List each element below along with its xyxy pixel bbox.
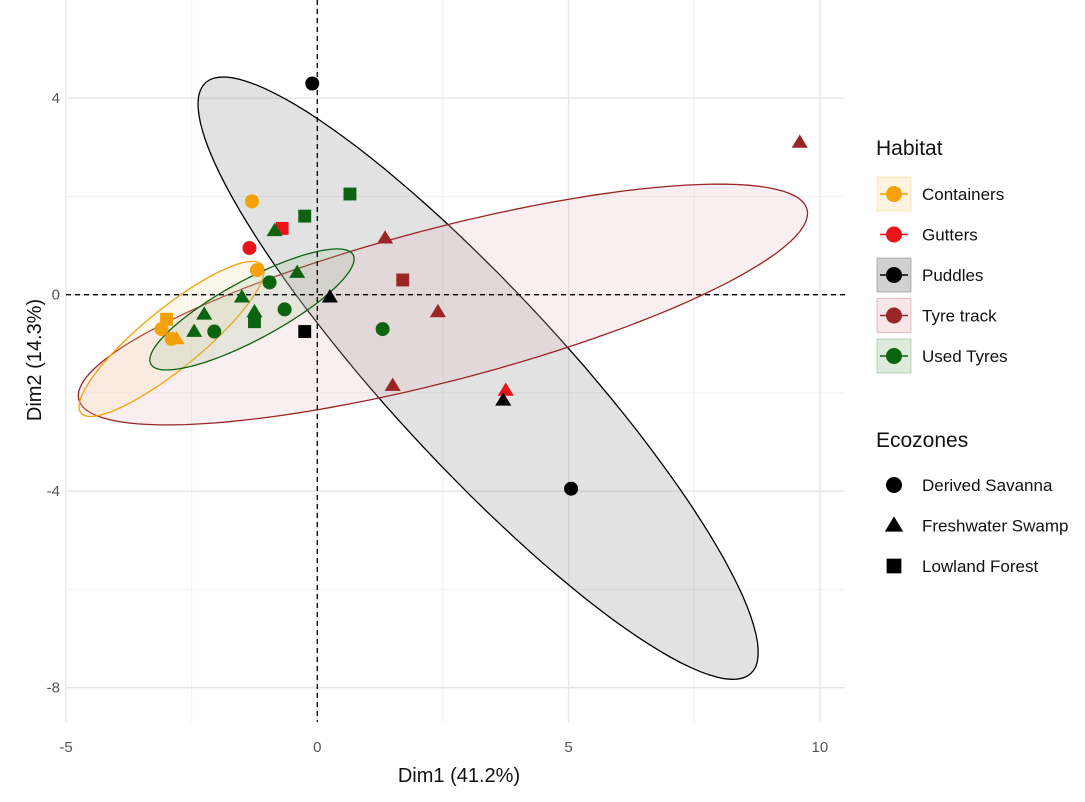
point-used-tyres-circle [375,322,390,337]
point-used-tyres-triangle [289,264,306,278]
ellipse-puddles [197,76,759,680]
ecozone-legend-marker-triangle [884,516,904,532]
x-tick-label: -5 [59,739,72,756]
habitat-legend-marker [886,226,902,243]
point-tyre-track-triangle [429,303,446,318]
point-used-tyres-circle [277,302,292,317]
tick-labels: -5 0 5 10 -8 -4 0 4 [47,90,829,756]
habitat-legend-label: Puddles [922,266,983,285]
habitat-legend-key [876,298,912,333]
point-puddles-square [298,325,312,338]
point-used-tyres-square [298,209,312,223]
habitat-legend-key [876,176,912,212]
habitat-legend: Habitat Containers Gutters Puddles Tyre tra… [876,137,1008,374]
point-containers-circle [244,194,259,209]
ecozone-legend-label: Derived Savanna [922,476,1053,495]
habitat-legend-key [880,226,908,243]
point-gutters-circle [242,241,257,256]
habitat-legend-key [876,338,912,374]
y-tick-label: 4 [52,90,60,107]
ecozone-legend-title: Ecozones [876,429,968,452]
ecozone-legend-label: Freshwater Swamp [922,517,1068,536]
point-used-tyres-triangle [266,222,283,237]
point-used-tyres-triangle [246,303,263,318]
ecozone-legend-items: Derived Savanna Freshwater Swamp Lowland F… [884,476,1068,576]
habitat-legend-label: Tyre track [922,307,997,326]
y-tick-label: 0 [52,287,60,304]
point-puddles-triangle [495,392,512,406]
point-puddles-circle [564,481,579,496]
habitat-legend-marker [886,307,902,324]
point-tyre-track-square [396,273,410,287]
point-used-tyres-triangle [196,306,213,320]
point-used-tyres-square [248,315,261,329]
data-points [154,76,808,496]
y-axis-title: Dim2 (14.3%) [24,299,46,421]
point-tyre-track-triangle [377,230,394,244]
point-used-tyres-circle [207,324,222,339]
habitat-legend-key [876,257,912,293]
x-tick-label: 5 [564,739,572,756]
habitat-legend-marker [886,267,902,283]
reference-lines [66,0,845,722]
x-axis-title: Dim1 (41.2%) [398,765,520,787]
point-used-tyres-circle [262,275,277,290]
ellipse-tyre-track [77,183,809,426]
point-used-tyres-triangle [186,323,203,337]
x-tick-label: 0 [313,739,321,756]
habitat-legend-marker [886,186,902,202]
point-containers-circle [249,263,264,278]
point-puddles-circle [305,76,320,91]
point-used-tyres-square [343,187,357,201]
habitat-legend-label: Used Tyres [922,347,1008,366]
ecozone-legend-marker-circle [886,477,902,493]
habitat-legend-title: Habitat [876,137,943,160]
ecozone-legend-label: Lowland Forest [922,557,1039,576]
habitat-legend-items: Containers Gutters Puddles Tyre track Used T… [876,176,1008,374]
point-containers-triangle [168,330,185,345]
point-tyre-track-triangle [791,134,808,148]
y-tick-label: -4 [47,483,60,500]
point-containers-square [160,312,173,326]
point-used-tyres-triangle [233,289,250,303]
ecozone-legend-marker-square [886,558,902,574]
habitat-legend-marker [886,348,902,364]
x-tick-label: 10 [812,739,829,756]
point-gutters-triangle [497,382,514,396]
habitat-legend-label: Containers [922,185,1004,204]
y-tick-label: -8 [47,680,60,697]
ecozone-legend: Ecozones Derived Savanna Freshwater Swamp… [876,429,1068,576]
point-tyre-track-triangle [384,377,401,391]
point-puddles-triangle [321,289,338,303]
habitat-legend-label: Gutters [922,226,978,245]
